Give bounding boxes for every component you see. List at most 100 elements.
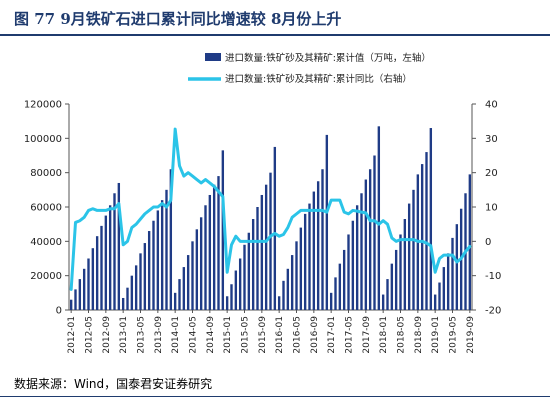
bar-2018-02 [386, 279, 389, 310]
legend-line-label: 进口数量:铁矿砂及其精矿:累计同比（右轴） [225, 73, 412, 85]
x-tick-label: 2013-01 [119, 316, 129, 354]
figure-title: 图 77 9月铁矿石进口累计同比增速较 8月份上升 [14, 10, 342, 28]
y-right-tick-label: 30 [485, 134, 498, 145]
bar-2013-07 [147, 231, 151, 310]
bar-2014-06 [195, 229, 199, 310]
bar-2014-05 [191, 241, 194, 310]
legend-bar-swatch [205, 53, 221, 61]
x-tick-label: 2018-01 [379, 316, 389, 354]
bar-2015-02 [230, 284, 233, 310]
bar-2019-06 [455, 224, 459, 310]
bar-2017-05 [347, 234, 350, 310]
bar-2012-01 [69, 299, 73, 310]
bar-2015-03 [234, 270, 238, 310]
bar-2012-11 [113, 193, 116, 310]
bar-2018-07 [407, 203, 411, 310]
x-tick-label: 2019-05 [449, 316, 459, 354]
x-tick-label: 2015-01 [223, 316, 233, 354]
bar-2018-10 [420, 164, 424, 310]
bar-2016-01 [277, 296, 281, 310]
line-series [69, 127, 472, 291]
bar-2018-04 [394, 249, 398, 310]
y-left-tick-label: 60000 [30, 203, 62, 214]
bar-2012-07 [95, 236, 99, 310]
y-right-tick-label: -10 [485, 271, 501, 282]
bar-2017-03 [338, 263, 342, 310]
x-tick-label: 2015-05 [241, 316, 251, 354]
bar-2016-05 [295, 241, 298, 310]
bar-2014-11 [217, 176, 220, 310]
bar-2014-12 [221, 150, 225, 310]
bar-2015-11 [269, 172, 272, 310]
x-tick-label: 2013-05 [137, 316, 147, 354]
bar-2013-08 [152, 220, 155, 310]
x-tick-label: 2017-01 [327, 316, 337, 354]
bar-2012-03 [78, 279, 82, 310]
bar-2019-01 [433, 294, 437, 310]
bottom-rule [0, 396, 550, 397]
x-tick-label: 2012-09 [102, 316, 112, 354]
yoy-line [69, 127, 472, 291]
bar-2014-01 [173, 292, 177, 310]
bar-series [69, 126, 472, 310]
bar-2012-06 [91, 248, 95, 310]
bar-2013-02 [126, 287, 129, 310]
bar-2013-10 [160, 200, 164, 310]
bar-2012-12 [117, 182, 121, 310]
bar-2014-09 [208, 194, 212, 310]
bar-2019-02 [438, 282, 441, 310]
bar-2017-09 [364, 179, 368, 310]
bar-2014-10 [212, 184, 216, 310]
bar-2013-09 [156, 210, 160, 310]
x-tick-label: 2013-09 [154, 316, 164, 354]
legend: 进口数量:铁矿砂及其精矿:累计值（万吨，左轴） 进口数量:铁矿砂及其精矿:累计同… [188, 52, 431, 85]
x-tick-label: 2016-05 [293, 316, 303, 354]
bar-2015-09 [260, 194, 264, 310]
bar-2017-01 [329, 292, 333, 310]
bar-2015-07 [251, 219, 255, 310]
x-tick-label: 2018-09 [414, 316, 424, 354]
x-tick-label: 2016-01 [275, 316, 285, 354]
x-tick-label: 2016-09 [310, 316, 320, 354]
bar-2016-02 [282, 280, 285, 310]
y-left-tick-label: 80000 [30, 168, 62, 179]
bar-2018-05 [399, 234, 402, 310]
bar-2015-10 [264, 184, 268, 310]
x-tick-label: 2018-05 [397, 316, 407, 354]
bar-2016-10 [316, 181, 320, 310]
bar-2017-12 [377, 126, 381, 310]
bar-2012-05 [87, 258, 90, 310]
source-note: 数据来源：Wind，国泰君安证券研究 [14, 377, 213, 391]
bar-2015-06 [247, 232, 251, 310]
bar-2017-02 [334, 277, 337, 310]
bar-2018-08 [412, 189, 415, 310]
bar-2017-04 [342, 249, 346, 310]
y-left-tick-label: 120000 [24, 100, 62, 111]
bar-2014-03 [182, 267, 186, 310]
x-tick-label: 2014-09 [206, 316, 216, 354]
bar-2017-08 [360, 193, 363, 310]
x-tick-label: 2019-09 [466, 316, 476, 354]
bar-2017-10 [368, 169, 372, 310]
bar-2013-12 [169, 169, 173, 310]
bar-2016-11 [321, 169, 324, 310]
x-tick-label: 2017-05 [345, 316, 355, 354]
x-tick-label: 2015-09 [258, 316, 268, 354]
y-left-tick-label: 0 [56, 306, 62, 317]
bar-2013-03 [130, 275, 134, 310]
bar-2016-07 [303, 213, 307, 310]
bar-2014-07 [199, 217, 203, 310]
bar-2012-10 [108, 205, 112, 310]
bar-2013-06 [143, 243, 147, 310]
bar-2015-05 [243, 244, 246, 310]
bar-2016-08 [308, 203, 311, 310]
y-left-tick-label: 100000 [24, 134, 62, 145]
bar-2015-01 [225, 296, 229, 310]
bar-2017-06 [351, 220, 355, 310]
bar-2012-04 [82, 268, 86, 310]
bar-2018-06 [403, 219, 407, 310]
bar-2013-05 [139, 253, 142, 310]
bar-2017-11 [373, 155, 376, 310]
bar-2016-06 [299, 227, 303, 310]
bar-2016-03 [286, 268, 290, 310]
